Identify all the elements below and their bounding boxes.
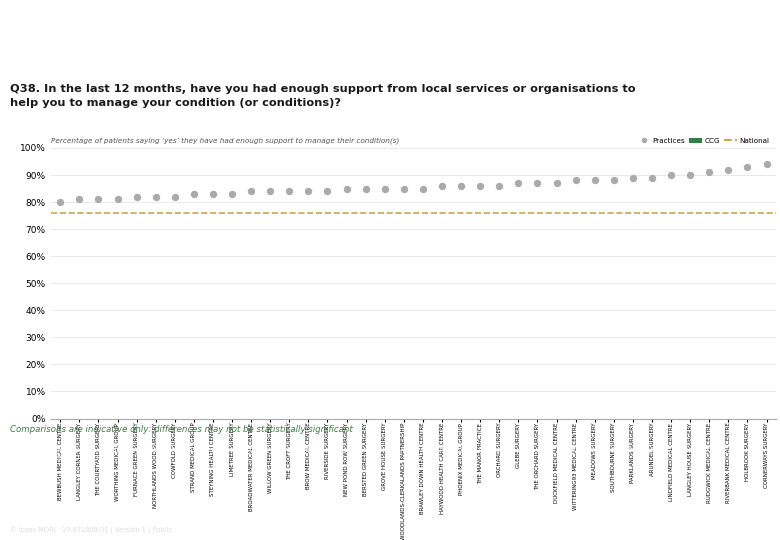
Point	[340, 184, 353, 193]
Point	[130, 192, 143, 201]
Legend: Practices, CCG, National: Practices, CCG, National	[634, 135, 772, 147]
Point	[665, 171, 677, 179]
Point	[398, 184, 410, 193]
Point	[378, 184, 391, 193]
Point	[245, 187, 257, 195]
Text: Percentage of patients saying ‘yes’ they have had enough support to manage their: Percentage of patients saying ‘yes’ they…	[51, 138, 399, 144]
Text: Base: All with a long-term condition excluding ‘I haven’t needed support’ and ‘D: Base: All with a long-term condition exc…	[10, 447, 512, 461]
Point	[512, 179, 525, 187]
Text: Support with managing long-term conditions, disabilities,: Support with managing long-term conditio…	[10, 15, 578, 33]
Point	[321, 187, 334, 195]
Point	[551, 179, 563, 187]
Text: or illnesses: how the CCG’s practices compare: or illnesses: how the CCG’s practices co…	[10, 49, 463, 67]
Text: Comparisons are indicative only: differences may not be statistically significan: Comparisons are indicative only: differe…	[10, 425, 353, 434]
Point	[283, 187, 296, 195]
Text: 45: 45	[382, 502, 398, 516]
Point	[626, 173, 639, 182]
Point	[360, 184, 372, 193]
Point	[302, 187, 314, 195]
Point	[436, 181, 448, 190]
Point	[722, 165, 735, 174]
Point	[531, 179, 544, 187]
Point	[474, 181, 487, 190]
Point	[684, 171, 697, 179]
Point	[207, 190, 219, 198]
Point	[417, 184, 429, 193]
Text: Ipsos MORI
Social Research Institute: Ipsos MORI Social Research Institute	[10, 489, 114, 510]
Point	[168, 192, 181, 201]
Text: %Yes = %Yes, definitely + %Yes, to some extent: %Yes = %Yes, definitely + %Yes, to some …	[562, 447, 723, 453]
Point	[569, 176, 582, 185]
Point	[703, 168, 715, 177]
Point	[54, 198, 66, 206]
Point	[226, 190, 239, 198]
Text: © Ipsos MORI   19-071809-01 | Version 1 | Public: © Ipsos MORI 19-071809-01 | Version 1 | …	[10, 526, 172, 534]
Point	[608, 176, 620, 185]
Text: Q38. In the last 12 months, have you had enough support from local services or o: Q38. In the last 12 months, have you had…	[10, 84, 636, 108]
Point	[112, 195, 124, 204]
Point	[588, 176, 601, 185]
Point	[188, 190, 200, 198]
Point	[741, 163, 753, 171]
Point	[760, 160, 773, 168]
Point	[150, 192, 162, 201]
Point	[264, 187, 276, 195]
Point	[493, 181, 505, 190]
Point	[646, 173, 658, 182]
Point	[455, 181, 467, 190]
Point	[92, 195, 105, 204]
Point	[73, 195, 86, 204]
Text: ipsos: ipsos	[712, 504, 740, 514]
